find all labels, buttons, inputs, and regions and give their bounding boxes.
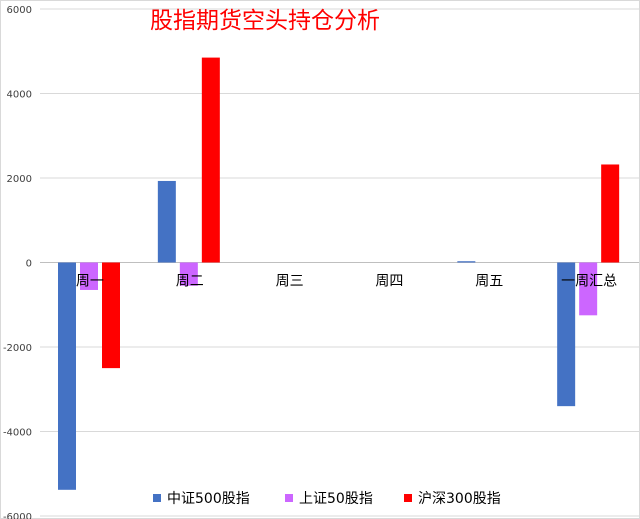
bar bbox=[58, 262, 76, 490]
bars bbox=[58, 57, 620, 490]
y-tick-label: -2000 bbox=[3, 343, 32, 354]
x-tick-label: 周五 bbox=[475, 274, 503, 290]
legend-swatch bbox=[285, 494, 293, 502]
bar bbox=[179, 262, 198, 286]
x-axis-ticks: 周一 周二 周三 周四 周五 一周汇总 bbox=[76, 274, 617, 290]
y-tick-label: 4000 bbox=[7, 90, 32, 101]
bar bbox=[80, 262, 98, 290]
x-tick-label: 周四 bbox=[375, 274, 403, 290]
legend-swatch bbox=[153, 494, 161, 502]
y-tick-label: 6000 bbox=[7, 5, 32, 16]
x-tick-label: 一周汇总 bbox=[561, 274, 617, 290]
y-tick-label: 0 bbox=[26, 259, 32, 270]
y-tick-label: -6000 bbox=[3, 512, 32, 519]
y-tick-label: -4000 bbox=[3, 428, 32, 439]
bar bbox=[601, 164, 620, 263]
bar bbox=[157, 180, 176, 263]
chart-title: 股指期货空头持仓分析 bbox=[150, 8, 380, 34]
gridlines bbox=[40, 8, 639, 517]
x-tick-label: 周三 bbox=[276, 274, 304, 290]
y-tick-label: 2000 bbox=[7, 174, 32, 185]
legend-swatch bbox=[404, 494, 412, 502]
bar bbox=[557, 262, 576, 407]
bar bbox=[201, 57, 220, 263]
legend-label: 中证500股指 bbox=[167, 491, 250, 507]
bar bbox=[457, 261, 476, 263]
bar bbox=[579, 262, 598, 316]
x-tick-label: 周一 bbox=[76, 274, 104, 290]
legend-label: 上证50股指 bbox=[299, 491, 373, 507]
x-tick-label: 周二 bbox=[176, 274, 204, 290]
legend: 中证500股指 上证50股指 沪深300股指 bbox=[153, 491, 501, 507]
legend-label: 沪深300股指 bbox=[418, 491, 501, 507]
y-axis-ticks: 6000 4000 2000 0 -2000 -4000 -6000 bbox=[3, 5, 32, 519]
bar bbox=[102, 262, 120, 369]
